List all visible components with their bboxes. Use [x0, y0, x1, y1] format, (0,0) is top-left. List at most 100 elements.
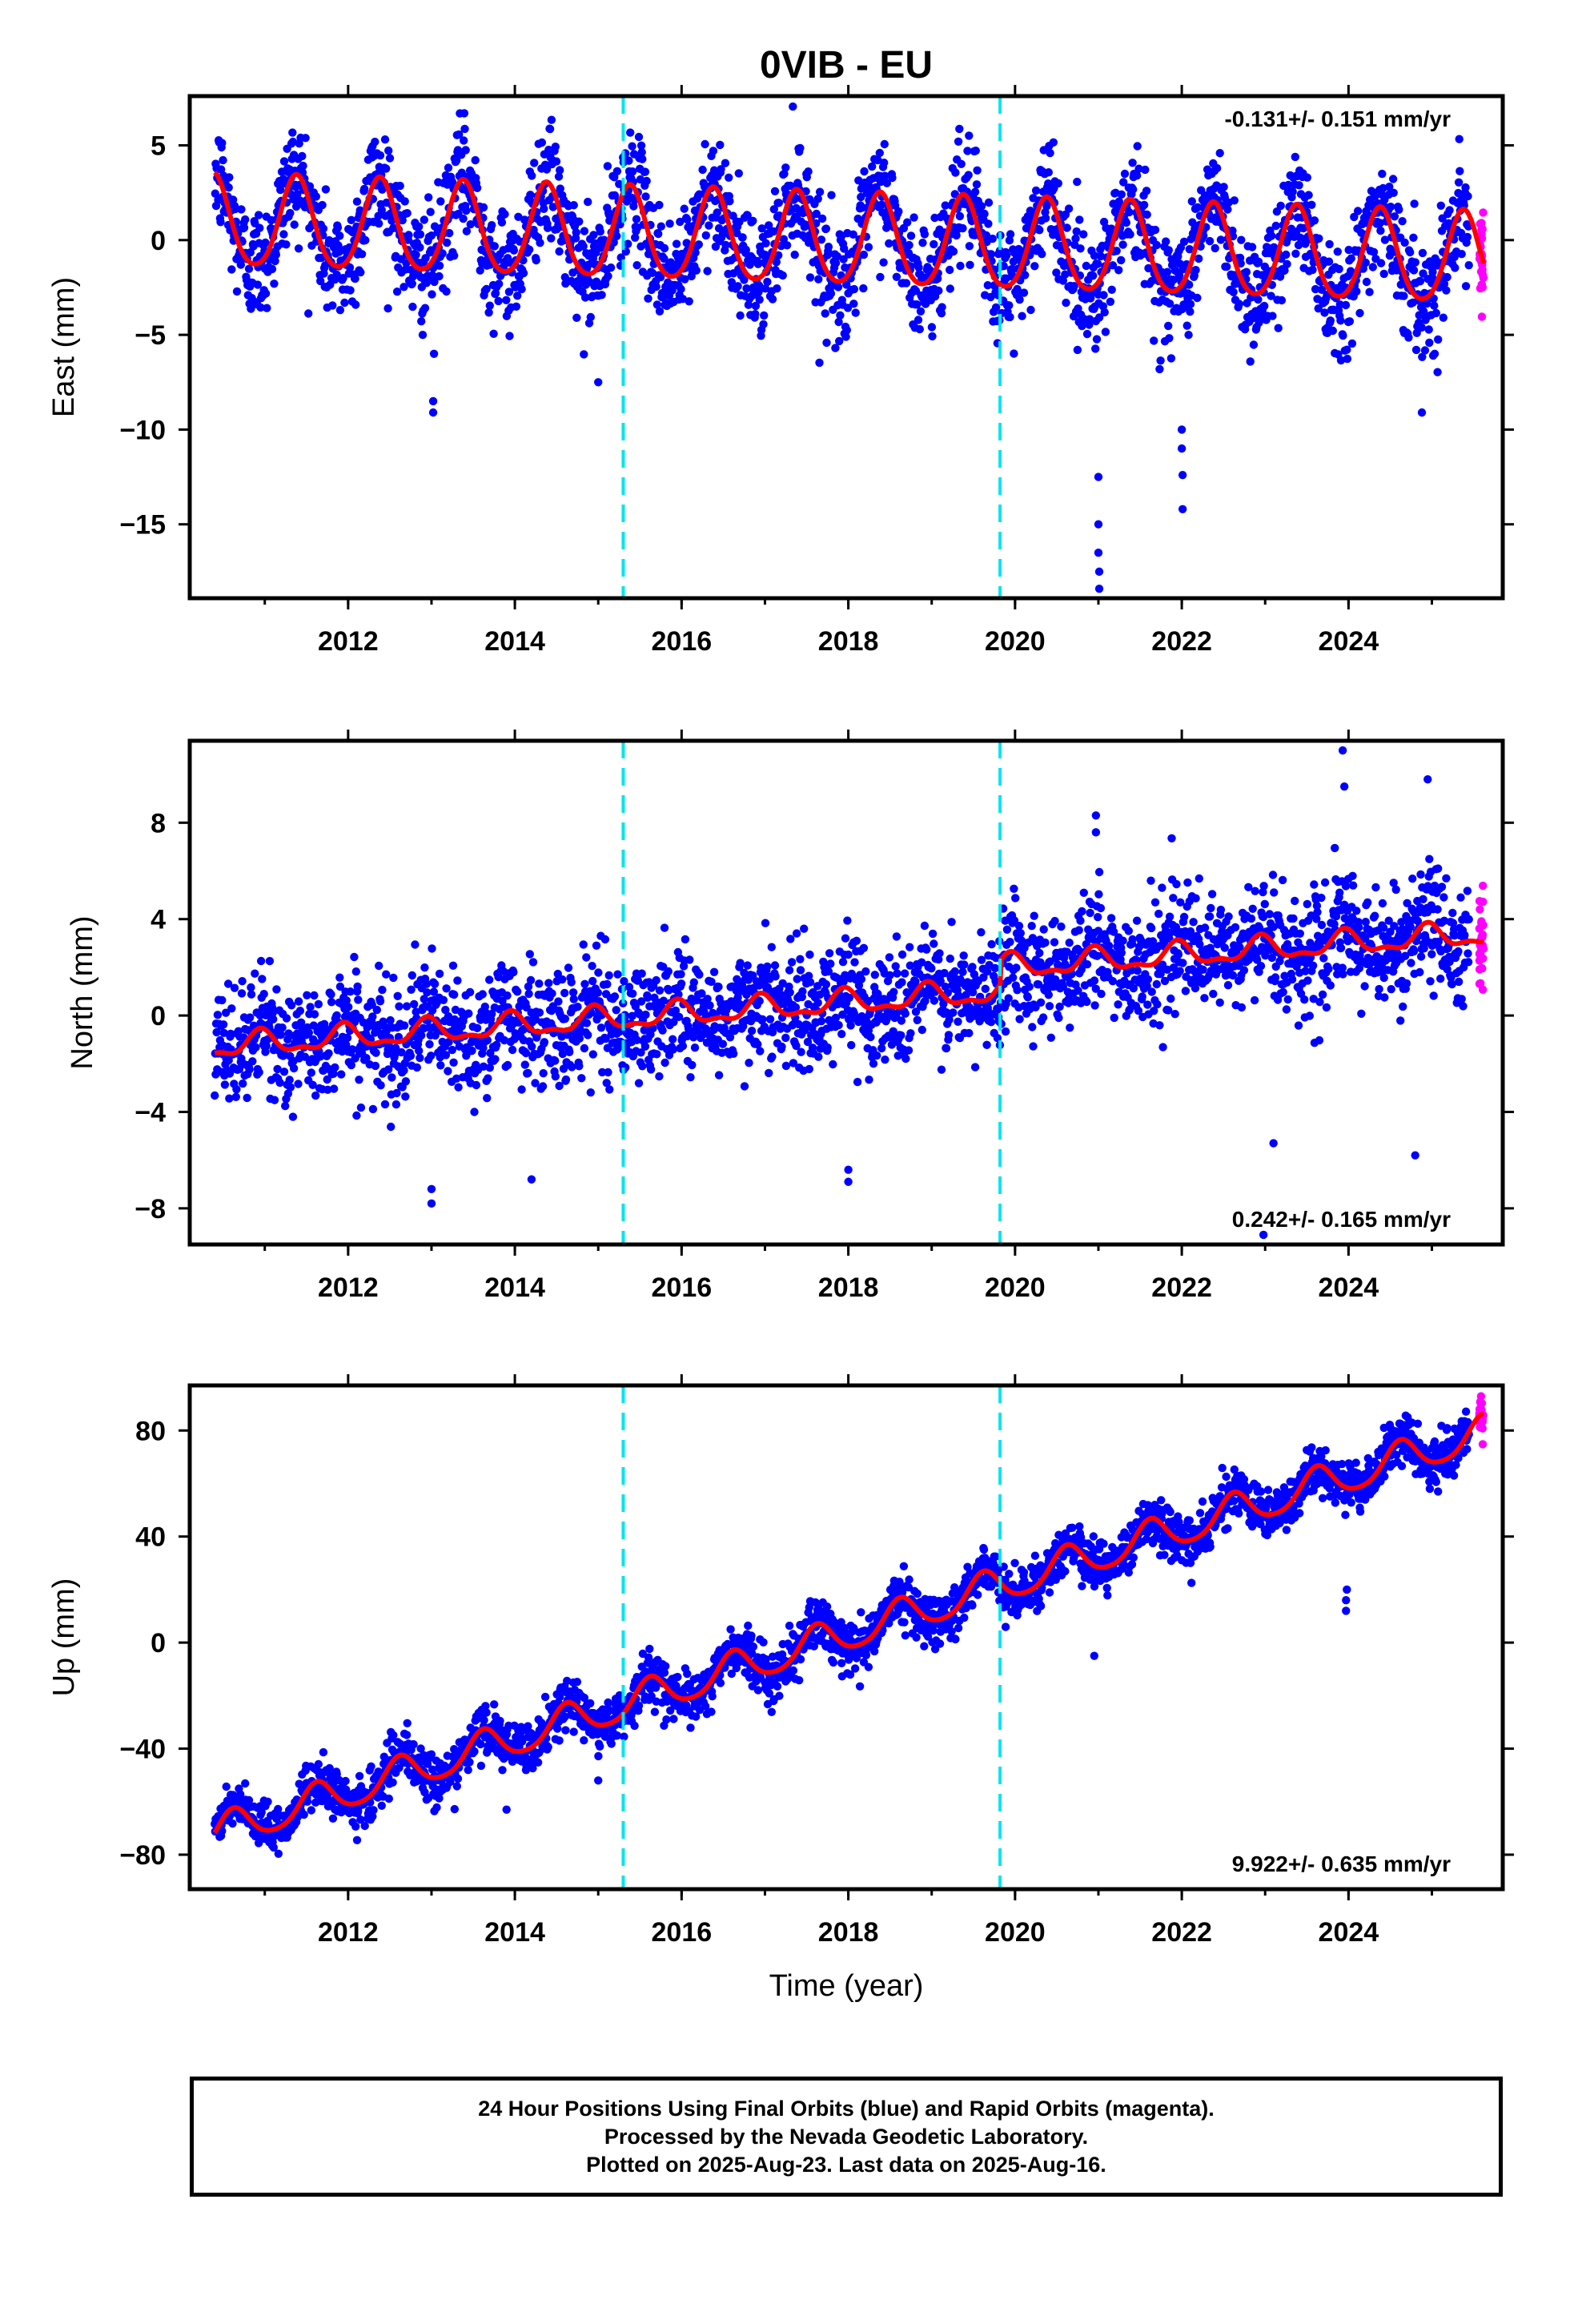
final-orbit-point — [721, 240, 730, 250]
final-orbit-point — [644, 294, 652, 303]
x-tick-label: 2012 — [318, 626, 379, 657]
final-orbit-point — [1117, 190, 1126, 199]
final-orbit-point — [1350, 212, 1359, 222]
final-orbit-point — [1209, 989, 1218, 999]
final-orbit-point — [1304, 191, 1313, 199]
final-orbit-point — [560, 1015, 569, 1023]
final-orbit-point — [418, 331, 428, 340]
final-orbit-point — [470, 1108, 479, 1116]
final-orbit-point — [1404, 333, 1413, 342]
final-orbit-point — [1406, 247, 1415, 257]
final-orbit-point — [503, 991, 512, 1000]
final-orbit-point — [1052, 268, 1061, 277]
final-orbit-point — [793, 975, 801, 983]
final-orbit-point — [1430, 349, 1439, 358]
final-orbit-point — [1090, 976, 1099, 985]
final-orbit-point — [362, 1054, 371, 1063]
final-orbit-point — [1308, 265, 1317, 275]
final-orbit-point — [877, 1043, 886, 1053]
final-orbit-point — [1029, 1042, 1038, 1051]
final-orbit-point — [597, 291, 606, 300]
final-orbit-point — [1065, 939, 1074, 947]
final-orbit-point — [1328, 326, 1338, 336]
final-orbit-point — [376, 1081, 385, 1090]
final-orbit-point — [334, 241, 343, 250]
final-orbit-point — [913, 316, 923, 324]
final-orbit-point — [1376, 259, 1386, 267]
final-orbit-point — [888, 173, 897, 183]
final-orbit-point — [1002, 251, 1011, 259]
final-orbit-point — [572, 313, 581, 322]
final-orbit-point — [504, 287, 514, 296]
final-orbit-point — [1409, 266, 1419, 275]
final-orbit-point — [893, 969, 901, 978]
final-orbit-point — [1154, 909, 1163, 919]
final-orbit-point — [920, 921, 930, 931]
final-orbit-point — [824, 243, 833, 251]
final-orbit-point — [304, 309, 313, 318]
final-orbit-point — [900, 969, 909, 978]
final-orbit-point — [761, 919, 770, 927]
final-orbit-point — [509, 967, 518, 977]
final-orbit-point — [615, 179, 624, 188]
final-orbit-point — [761, 239, 770, 247]
final-orbit-point — [914, 263, 923, 272]
final-orbit-point — [396, 181, 404, 191]
final-orbit-point — [1254, 295, 1263, 304]
final-orbit-point — [454, 1083, 463, 1092]
final-orbit-point — [897, 950, 907, 959]
final-orbit-point — [1439, 313, 1448, 322]
final-orbit-point — [1071, 234, 1080, 243]
final-orbit-point — [968, 963, 977, 971]
final-orbit-point — [329, 1084, 339, 1093]
final-orbit-point — [343, 1033, 352, 1043]
final-orbit-point — [817, 235, 826, 244]
final-orbit-point — [655, 200, 664, 210]
final-orbit-point — [751, 310, 760, 319]
final-orbit-point — [211, 1091, 219, 1100]
final-orbit-point — [1058, 276, 1068, 285]
final-orbit-point — [1371, 192, 1379, 201]
y-axis-label: East (mm) — [47, 277, 81, 417]
final-orbit-point — [321, 185, 331, 194]
final-orbit-point — [840, 244, 849, 253]
final-orbit-point — [225, 1094, 234, 1103]
final-orbit-point — [1094, 549, 1103, 557]
final-orbit-point — [1443, 272, 1452, 282]
final-orbit-point — [743, 961, 752, 970]
final-orbit-point — [1247, 914, 1256, 923]
final-orbit-point — [736, 311, 745, 320]
final-orbit-point — [1046, 148, 1054, 158]
final-orbit-point — [1177, 425, 1186, 434]
final-orbit-point — [468, 1046, 476, 1055]
final-orbit-point — [1347, 254, 1355, 263]
final-orbit-point — [299, 161, 307, 171]
final-orbit-point — [455, 130, 464, 139]
final-orbit-point — [216, 165, 226, 174]
final-orbit-point — [652, 282, 661, 292]
final-orbit-point — [316, 276, 325, 286]
final-orbit-point — [850, 958, 859, 967]
final-orbit-point — [870, 971, 880, 979]
final-orbit-point — [412, 1007, 420, 1016]
final-orbit-point — [1073, 345, 1082, 355]
final-orbit-point — [580, 227, 589, 235]
final-orbit-point — [761, 284, 770, 293]
final-orbit-point — [352, 1111, 361, 1120]
final-orbit-point — [420, 304, 430, 312]
final-orbit-point — [537, 138, 547, 147]
final-orbit-point — [1124, 927, 1134, 935]
final-orbit-point — [1139, 200, 1149, 210]
final-orbit-point — [977, 202, 986, 211]
final-orbit-point — [594, 968, 603, 977]
final-orbit-point — [859, 943, 869, 953]
final-orbit-point — [276, 185, 285, 195]
final-orbit-point — [1085, 315, 1094, 324]
final-orbit-point — [1461, 282, 1471, 291]
final-orbit-point — [821, 980, 831, 989]
x-tick-label: 2016 — [652, 626, 713, 657]
final-orbit-point — [1336, 316, 1345, 325]
final-orbit-point — [770, 187, 780, 195]
final-orbit-point — [459, 214, 468, 223]
final-orbit-point — [901, 279, 911, 287]
